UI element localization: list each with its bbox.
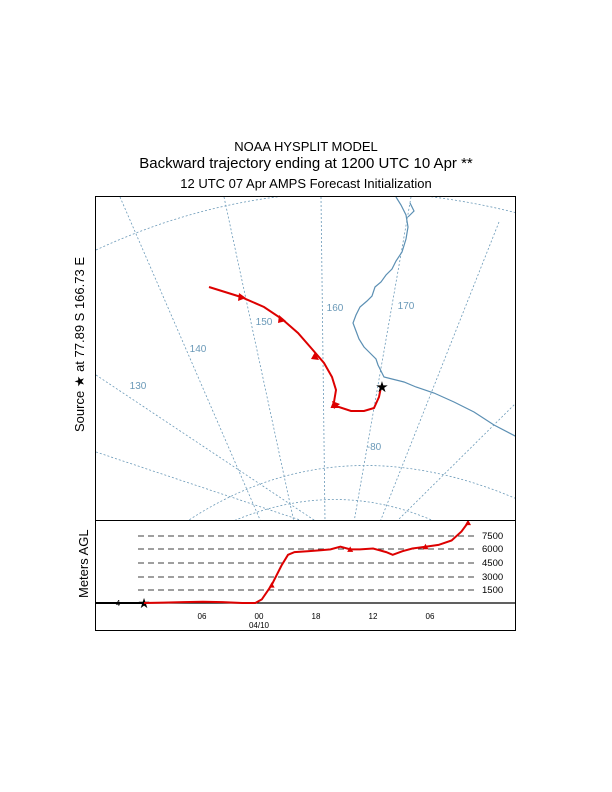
- meters-agl-label: Meters AGL: [76, 529, 91, 598]
- lon-label-140: 140: [190, 344, 207, 355]
- altitude-marker-3: [422, 543, 429, 550]
- trajectory-map: 130 140 150 160 170 -80 ★: [95, 196, 516, 521]
- coastline-inlet: [407, 202, 415, 218]
- meridian-180: [380, 221, 500, 520]
- initialization-subtitle: 12 UTC 07 Apr AMPS Forecast Initializati…: [180, 176, 432, 191]
- altitude-svg: 1500 3000 4500 6000 7500 06 00 18 12 06 …: [96, 521, 515, 630]
- trajectory-title: Backward trajectory ending at 1200 UTC 1…: [139, 155, 473, 172]
- level-label-4500: 4500: [482, 558, 503, 569]
- trajectory-path: [208, 286, 382, 412]
- meridian-190: [397, 403, 515, 520]
- altitude-marker-2: [347, 546, 354, 552]
- model-title: NOAA HYSPLIT MODEL: [234, 139, 378, 154]
- time-tick-3: 18: [312, 612, 321, 621]
- meridian-130: [96, 374, 315, 520]
- start-marker-label: 4: [116, 599, 121, 608]
- altitude-series-line: [143, 522, 469, 604]
- parallel-85: [234, 499, 433, 520]
- altitude-marker-1: [268, 582, 275, 588]
- lon-label-130: 130: [130, 381, 147, 392]
- level-label-7500: 7500: [482, 531, 503, 542]
- altitude-panel: 1500 3000 4500 6000 7500 06 00 18 12 06 …: [95, 520, 516, 631]
- lon-label-160: 160: [327, 303, 344, 314]
- level-label-6000: 6000: [482, 544, 503, 555]
- parallel-75: [96, 197, 515, 251]
- time-tick-5: 06: [426, 612, 435, 621]
- lat-label-80: -80: [367, 442, 382, 453]
- parallel-80: [188, 465, 515, 520]
- level-label-1500: 1500: [482, 585, 503, 596]
- time-tick-4: 12: [369, 612, 378, 621]
- lon-label-150: 150: [256, 317, 273, 328]
- altitude-marker-4: [465, 521, 471, 526]
- trajectory-marker-2: [278, 315, 286, 323]
- trajectory-marker-4: [332, 401, 340, 409]
- lon-label-170: 170: [398, 301, 415, 312]
- meridian-150: [223, 197, 294, 520]
- coastline: [352, 197, 515, 437]
- level-label-3000: 3000: [482, 572, 503, 583]
- source-star-icon: ★: [375, 379, 388, 396]
- time-tick-1: 06: [198, 612, 207, 621]
- trajectory-marker-1: [238, 293, 246, 301]
- date-label: 04/10: [249, 621, 270, 630]
- map-svg: 130 140 150 160 170 -80 ★: [96, 197, 515, 520]
- meridian-125: [96, 451, 302, 520]
- time-tick-2: 00: [255, 612, 264, 621]
- source-location-label: Source ★ at 77.89 S 166.73 E: [72, 257, 87, 432]
- meridian-140: [119, 197, 261, 520]
- trajectory-marker-3: [311, 352, 319, 360]
- meridian-170: [353, 197, 412, 520]
